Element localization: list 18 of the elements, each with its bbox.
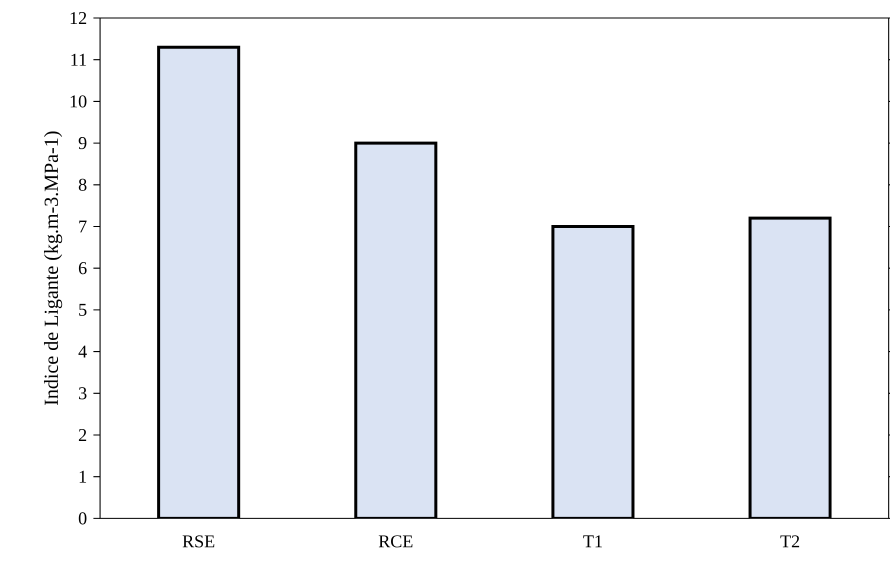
y-tick-label: 11 [71, 54, 86, 66]
y-tick-label: 8 [78, 178, 86, 191]
y-tick-label: 6 [78, 262, 87, 274]
y-axis-title: Indice de Ligante (kg.m-3.MPa-1) [44, 131, 62, 405]
y-tick-label: 4 [78, 346, 87, 358]
y-tick-label: 12 [70, 12, 86, 24]
y-tick-label: 3 [78, 387, 86, 400]
y-tick-label: 2 [78, 428, 86, 441]
x-tick-label: RCE [378, 535, 412, 548]
y-tick-label: 10 [70, 95, 86, 108]
y-tick-label: 9 [78, 137, 86, 150]
x-tick-label: RSE [182, 535, 214, 548]
x-tick-label: T2 [780, 535, 800, 548]
y-tick-label: 0 [78, 512, 86, 524]
y-tick-label: 1 [80, 470, 86, 483]
y-tick-label: 5 [79, 304, 86, 316]
y-tick-label: 7 [79, 220, 87, 232]
x-tick-label: T1 [583, 535, 602, 548]
